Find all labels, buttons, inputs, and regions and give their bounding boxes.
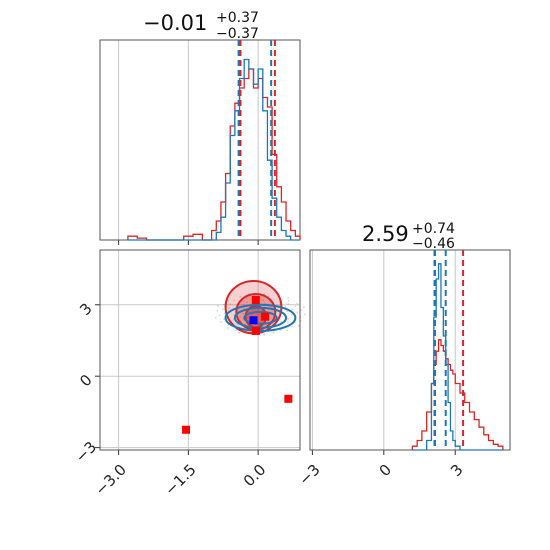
scatter-point [239,295,242,298]
scatter-point [287,302,290,305]
scatter-point [272,331,275,334]
scatter-point [300,309,303,311]
axis-frame [99,39,301,241]
scatter-point [239,316,241,318]
x-tick-label-param1: 0 [376,461,395,480]
scatter-point [297,324,300,327]
scatter-point [263,334,266,336]
marker-red [261,312,270,321]
title-param1-plus: +0.74 [412,221,455,237]
scatter-contour-panel [95,249,306,455]
marker-red [284,394,293,403]
scatter-point [242,312,244,315]
histogram-panel-param0 [99,39,301,245]
y-tick-label-param1: 0 [76,371,95,390]
scatter-point [247,311,250,313]
scatter-point [229,303,232,306]
histogram-blue-series [127,58,300,241]
x-tick-label-param1: −3 [295,461,323,489]
scatter-point [291,325,294,328]
scatter-point [256,308,259,311]
title-param0-minus: −0.37 [216,26,259,42]
marker-red [251,296,260,304]
histogram-red-series [411,339,504,450]
scatter-point [286,317,289,320]
contour-blue-level [224,303,297,332]
histogram-panel-param1 [309,249,511,455]
scatter-point [223,303,225,306]
scatter-point [263,293,266,295]
title-param1-minus: −0.46 [412,236,455,252]
scatter-point [246,316,249,319]
marker-red [182,425,191,434]
scatter-point [251,314,253,316]
scatter-point [294,305,297,308]
scatter-point [216,309,219,312]
scatter-point [303,306,305,309]
x-tick-label-param0: 0.0 [240,461,270,491]
scatter-point [287,321,289,324]
scatter-point [296,302,299,305]
scatter-point [216,304,219,307]
scatter-point [228,307,231,310]
y-tick-label-param1: −3 [72,438,100,466]
scatter-point [233,299,236,302]
scatter-point [259,313,262,316]
scatter-point [257,320,260,323]
scatter-point [287,296,290,299]
scatter-point [291,313,293,316]
scatter-point [218,314,221,317]
scatter-point [262,299,265,301]
title-param0-value: −0.01 [143,11,207,35]
scatter-point [226,327,229,329]
scatter-point [286,329,289,332]
title-param0-plus: +0.37 [216,10,259,26]
title-param0: −0.01 +0.37 −0.37 [143,10,259,42]
histogram-blue-series [412,263,503,451]
scatter-point [214,316,217,319]
scatter-point [284,305,287,308]
contour-blue-level [233,306,288,329]
scatter-point [299,320,302,322]
scatter-point [304,313,306,316]
scatter-point [299,315,302,318]
scatter-point [296,311,299,314]
marker-red [251,326,260,335]
x-tick-label-param1: 3 [447,461,466,480]
scatter-point [223,312,226,315]
scatter-point [222,308,224,311]
marker-blue [249,316,258,325]
scatter-point [223,318,225,321]
contour-blue-level [243,310,278,325]
scatter-point [291,308,294,310]
axis-frame [309,249,511,451]
title-param1-value: 2.59 [362,222,409,246]
x-tick-label-param0: −3.0 [91,461,129,499]
title-param1: 2.59 +0.74 −0.46 [362,221,455,252]
scatter-point [220,320,223,323]
scatter-point [286,310,289,313]
scatter-point [227,324,230,326]
scatter-point [288,299,290,302]
axis-frame [99,249,301,451]
x-tick-label-param0: −1.5 [161,461,199,499]
scatter-point [245,301,248,304]
y-tick-label-param1: 3 [76,299,95,318]
scatter-point [237,332,240,334]
